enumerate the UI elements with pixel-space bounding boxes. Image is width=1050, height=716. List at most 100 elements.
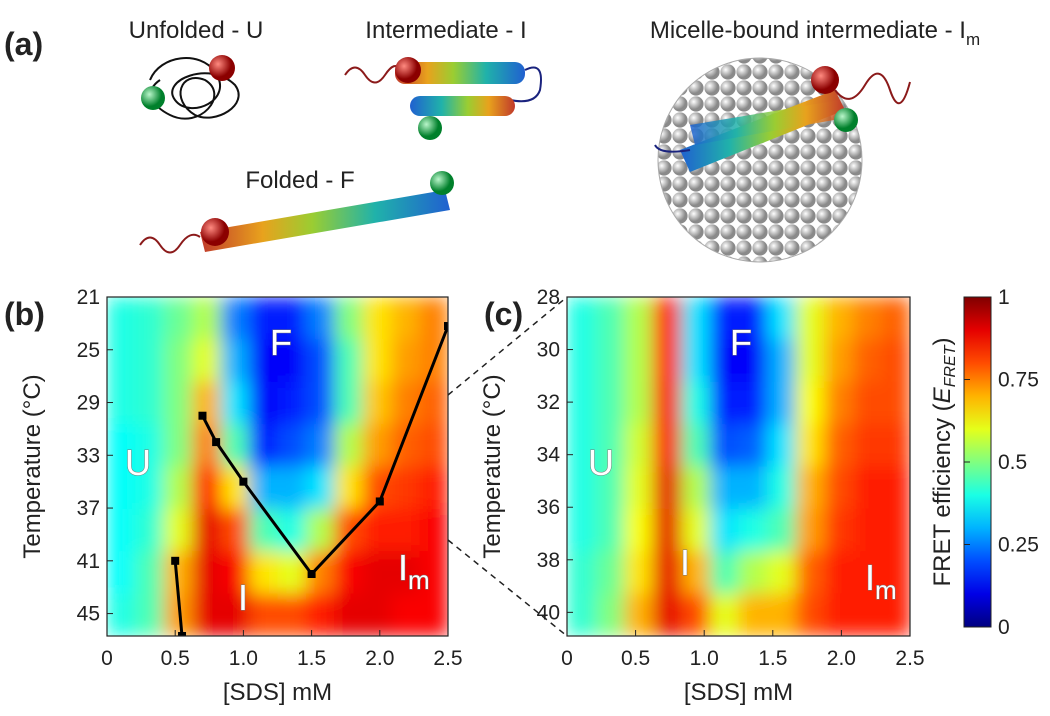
heatmap-cell — [220, 551, 250, 595]
heatmap-cell — [652, 424, 682, 467]
heatmap-cell — [652, 297, 682, 340]
heatmap-cell — [192, 297, 222, 340]
heatmap-cell — [652, 466, 682, 510]
heatmap-cell — [163, 297, 193, 340]
heatmap-cell — [681, 424, 711, 467]
y-axis-label: Temperature (°C) — [19, 374, 46, 558]
acceptor-dye — [209, 55, 235, 81]
heatmap-cell — [824, 466, 854, 510]
heatmap-cell — [881, 424, 910, 467]
heatmap-cell — [681, 297, 711, 340]
heatmap-cell — [163, 339, 193, 383]
y-tick-label: 32 — [537, 391, 560, 414]
heatmap-cell — [567, 551, 597, 595]
heatmap-cell — [624, 466, 654, 510]
boundary-point — [171, 556, 180, 565]
heatmap-cell — [795, 508, 825, 552]
heatmap-cell — [163, 381, 193, 425]
heatmap-cell — [192, 339, 222, 383]
heatmap-cell — [595, 339, 625, 383]
heatmap-cell — [192, 593, 222, 636]
heatmap-cell — [824, 339, 854, 383]
heatmap-cell — [391, 381, 421, 425]
heatmap-cell — [249, 466, 278, 510]
y-tick-label: 33 — [77, 444, 100, 467]
heatmap-cell — [738, 339, 768, 383]
region-label: F — [270, 322, 292, 363]
heatmap-cell — [277, 593, 307, 636]
region-label: I — [680, 542, 690, 583]
y-tick-label: 30 — [537, 339, 560, 362]
heatmap-cell — [334, 593, 364, 636]
x-axis-label: [SDS] mM — [223, 679, 332, 706]
heatmap-cell — [738, 424, 768, 467]
heatmap-cell — [163, 466, 193, 510]
y-tick-label: 29 — [77, 392, 100, 415]
boundary-point — [375, 497, 384, 506]
y-tick-label: 40 — [537, 601, 560, 624]
heatmap-cell — [567, 424, 597, 467]
heatmap-cell — [391, 466, 421, 510]
heatmap-cell — [738, 551, 768, 595]
heatmap-cell — [567, 381, 597, 425]
heatmap-cell — [738, 466, 768, 510]
heatmap-cell — [652, 551, 682, 595]
structure-label: Micelle-bound intermediate - Im — [650, 17, 980, 49]
heatmap-cell — [795, 466, 825, 510]
boundary-point — [212, 438, 221, 447]
heatmap-cell — [135, 297, 165, 340]
heatmap-cell — [567, 466, 597, 510]
y-tick-label: 21 — [77, 286, 100, 309]
heatmap-cell — [624, 593, 654, 636]
heatmap-cell — [767, 381, 797, 425]
heatmap-cell — [249, 593, 278, 636]
heatmap-cell — [277, 339, 307, 383]
heatmap-cell — [334, 551, 364, 595]
heatmap-cell — [249, 381, 278, 425]
heatmap-cell — [107, 593, 136, 636]
heatmap-cell — [595, 297, 625, 340]
heatmap-cell — [652, 381, 682, 425]
colorbar-symbol-sub: FRET — [942, 344, 959, 387]
heatmap-cell — [192, 508, 222, 552]
heatmap-cell — [881, 381, 910, 425]
boundary-point — [178, 632, 187, 636]
heatmap-cell — [595, 466, 625, 510]
heatmap-cell — [135, 381, 165, 425]
heatmap-cell — [824, 551, 854, 595]
region-label: Im — [865, 557, 897, 605]
colorbar-label-text: FRET efficiency ( — [929, 403, 956, 586]
heatmap-cells — [567, 297, 910, 636]
heatmap-cell — [107, 339, 136, 383]
heatmap-cell — [107, 551, 136, 595]
heatmap-cell — [305, 593, 335, 636]
heatmap-cell — [767, 297, 797, 340]
heatmap-cell — [567, 593, 597, 636]
x-axis-label: [SDS] mM — [684, 679, 793, 706]
heatmap-cell — [624, 424, 654, 467]
heatmap-cell — [852, 339, 882, 383]
heatmap-cell — [220, 339, 250, 383]
colorbar-tick-label: 1 — [998, 286, 1010, 309]
heatmap-cell — [767, 551, 797, 595]
region-label-text: I — [865, 557, 875, 598]
heatmap-cell — [681, 551, 711, 595]
heatmap-cell — [305, 508, 335, 552]
heatmap-cell — [305, 466, 335, 510]
heatmap-cell — [767, 339, 797, 383]
heatmap-cell — [652, 339, 682, 383]
region-label: U — [588, 442, 614, 483]
heatmap-cell — [163, 424, 193, 467]
heatmap-cell — [738, 381, 768, 425]
structure-label-sub: m — [966, 30, 980, 49]
zoom-connector — [447, 296, 568, 396]
heatmap-cell — [567, 508, 597, 552]
heatmap-cell — [334, 381, 364, 425]
heatmap-cell — [362, 381, 392, 425]
heatmap-cell — [391, 297, 421, 340]
heatmap-cell — [624, 381, 654, 425]
boundary-point — [239, 477, 248, 486]
heatmap-cell — [824, 297, 854, 340]
heatmap-cell — [767, 466, 797, 510]
x-tick-label: 2.5 — [895, 647, 924, 670]
